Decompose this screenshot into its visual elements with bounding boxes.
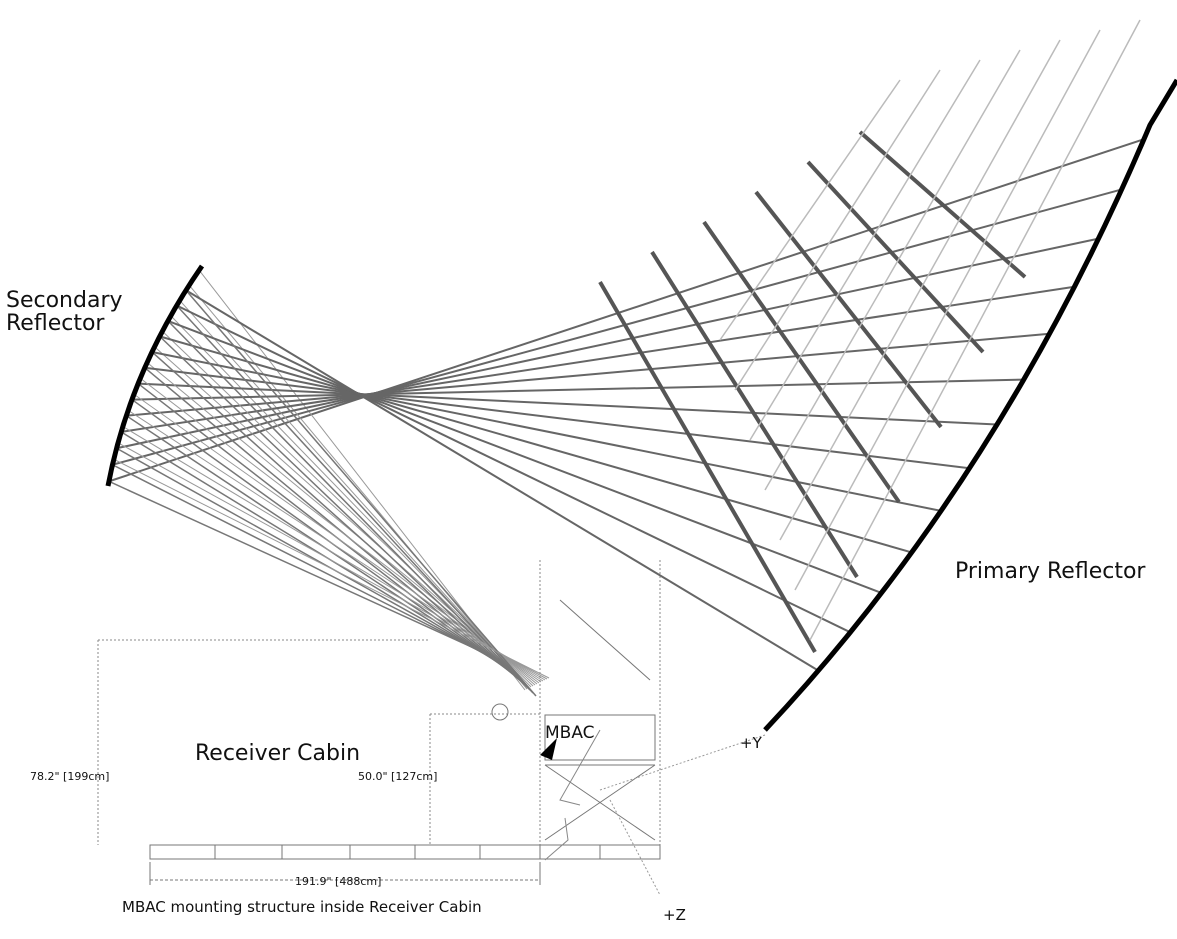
ray — [176, 305, 534, 694]
ray — [176, 304, 851, 634]
ray — [122, 426, 546, 681]
ray — [794, 29, 1101, 591]
ray — [151, 351, 942, 512]
ray — [598, 280, 817, 654]
ray — [116, 447, 507, 667]
ray — [146, 362, 538, 685]
axis-y — [559, 729, 601, 806]
ray — [121, 285, 1075, 433]
ray — [144, 366, 970, 470]
ray — [159, 335, 528, 688]
ray — [138, 382, 998, 426]
ray — [159, 335, 912, 554]
arrow — [540, 738, 557, 760]
caption-leader — [544, 817, 569, 861]
ray — [137, 382, 519, 679]
ray — [167, 319, 882, 594]
mbac-label: MBAC — [545, 723, 595, 743]
ray — [806, 160, 985, 354]
ray — [112, 464, 504, 664]
dimension-label: 50.0" [127cm] — [358, 770, 437, 783]
ray — [719, 79, 901, 341]
ray-bundle — [108, 138, 1145, 697]
dimension-label: 191.9" [488cm] — [295, 875, 381, 888]
ray — [167, 320, 531, 691]
ray — [734, 69, 941, 391]
ray — [108, 138, 1145, 483]
caption: MBAC mounting structure inside Receiver … — [122, 898, 482, 916]
axis-label: +Z — [663, 906, 686, 924]
ray — [185, 289, 819, 672]
ray — [702, 220, 901, 504]
ray — [179, 300, 530, 689]
primary-reflector — [763, 78, 1177, 732]
ray — [133, 393, 542, 683]
receiver-cabin-outline — [97, 560, 661, 860]
ray — [131, 378, 1024, 401]
ray — [120, 431, 510, 670]
axis-y-line — [599, 734, 766, 791]
ray — [858, 130, 1027, 279]
axis-label: +Y — [740, 734, 763, 752]
ray — [144, 367, 522, 682]
ray-grid — [598, 19, 1141, 654]
ray — [809, 19, 1141, 641]
ray — [108, 480, 501, 661]
secondary-reflector — [105, 264, 205, 487]
ray — [154, 346, 536, 686]
ray — [185, 289, 537, 697]
axis-z-line — [609, 799, 661, 896]
ray — [779, 39, 1061, 541]
ray — [116, 237, 1099, 450]
primary-label: Primary Reflector — [955, 559, 1146, 584]
cabin-label: Receiver Cabin — [195, 741, 360, 766]
ray — [126, 332, 1050, 417]
ray — [113, 458, 550, 679]
ray — [650, 250, 859, 579]
ray — [764, 49, 1021, 491]
ray — [754, 190, 943, 429]
secondary-label: Secondary — [6, 288, 123, 313]
ray — [117, 442, 548, 680]
cabin-structure — [149, 599, 661, 885]
dimension-label: 78.2" [199cm] — [30, 770, 109, 783]
ray — [188, 284, 528, 690]
ray — [749, 59, 981, 441]
secondary-label: Reflector — [6, 311, 105, 336]
ray — [127, 409, 544, 682]
